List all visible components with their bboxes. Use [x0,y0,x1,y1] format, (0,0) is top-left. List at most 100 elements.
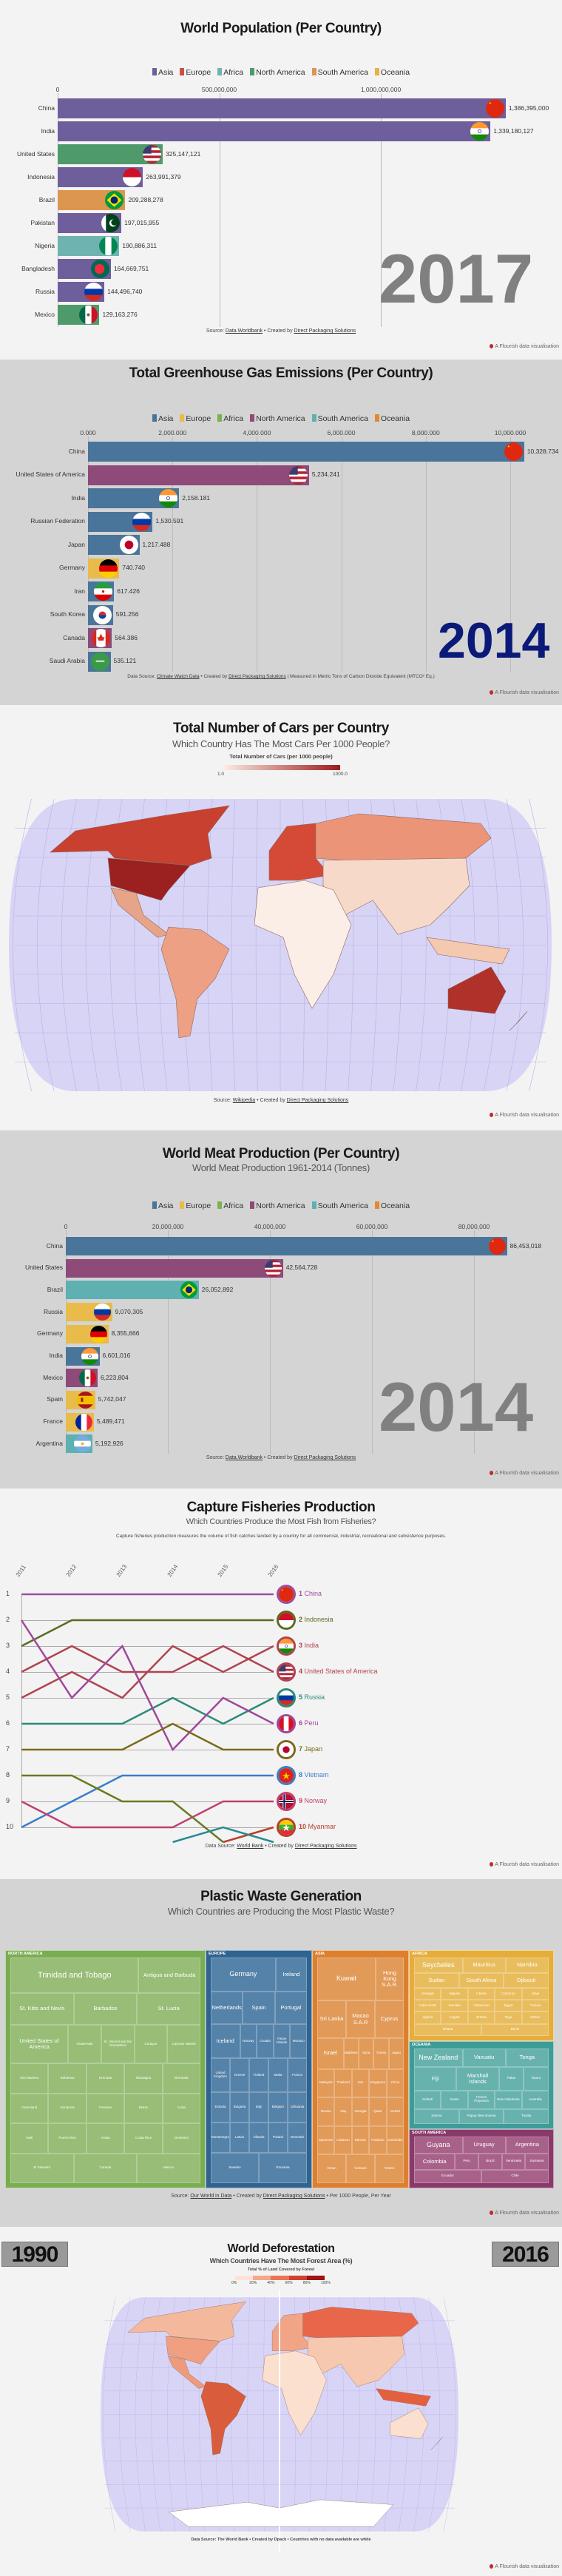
treemap-tile[interactable]: Iran [351,2068,370,2098]
treemap-tile[interactable]: Lithuania [288,2092,307,2122]
series-line-russia[interactable] [21,1696,274,1725]
creator-link[interactable]: Direct Packaging Solutions [294,1455,356,1460]
treemap-tile[interactable]: Greece [230,2058,249,2093]
treemap-tile[interactable]: China [386,2068,404,2098]
treemap-tile[interactable]: Maldives [343,2037,359,2069]
flourish-credit[interactable]: A Flourish data visualisation [490,1862,559,1867]
series-end-label[interactable]: 6 Peru [299,1719,319,1727]
flourish-credit[interactable]: A Flourish data visualisation [490,344,559,349]
treemap-tile[interactable]: Oman [317,2154,346,2183]
legend-item-north-america[interactable]: North America [250,68,305,77]
region-australia[interactable] [390,2407,429,2439]
series-line-norway[interactable] [21,1800,274,1829]
treemap-tile[interactable]: St. Vincent and the Grenadines [101,2025,135,2064]
treemap-tile[interactable]: Greenland [10,2093,49,2124]
treemap-tile[interactable]: Malaysia [317,2068,335,2098]
treemap-tile[interactable]: Denmark [288,2122,307,2153]
treemap-tile[interactable]: Turkey [373,2037,389,2069]
treemap-tile[interactable]: Ecuador [414,2169,481,2183]
treemap-tile[interactable]: Cambodia [386,2125,404,2155]
creator-link[interactable]: Direct Packaging Solutions [286,1098,349,1103]
treemap-tile[interactable]: Peru [455,2154,478,2170]
bar-india[interactable] [58,121,491,141]
treemap-tile[interactable]: Gabon [521,2012,549,2024]
treemap-tile[interactable]: Italy [249,2092,268,2122]
legend-item-europe[interactable]: Europe [180,68,211,77]
treemap-tile[interactable]: Barbados [73,1992,138,2026]
legend-item-europe[interactable]: Europe [180,1201,211,1210]
treemap-tile[interactable]: Norway [240,2024,257,2059]
treemap-tile[interactable]: Ireland [275,1958,307,1992]
treemap-tile[interactable]: Portugal [274,1991,307,2025]
treemap-tile[interactable]: Monaco [290,2024,308,2059]
treemap-tile[interactable]: Nicaragua [124,2063,163,2094]
treemap-tile[interactable]: Montenegro [211,2122,230,2153]
region-europe[interactable] [268,823,331,881]
legend-item-europe[interactable]: Europe [180,414,211,423]
treemap-tile[interactable]: Antigua and Barbuda [138,1958,201,1993]
treemap-tile[interactable]: St. Lucia [137,1992,201,2026]
treemap-tile[interactable]: Angola [441,2012,468,2024]
treemap-tile[interactable]: Myanmar [317,2125,335,2155]
comparison-slider-handle[interactable] [279,2290,280,2552]
bar-united-states-of-america[interactable] [88,465,309,485]
treemap-tile[interactable]: Libya [521,1987,549,2000]
source-link[interactable]: Wikipedia [232,1098,256,1103]
region-asia[interactable]: ASIA Kuwait Hong Kong S.A.R. Sri Lanka Macao… [312,1950,409,2188]
series-end-label[interactable]: 7 Japan [299,1745,322,1753]
treemap-tile[interactable]: Finland [249,2058,268,2093]
flourish-credit[interactable]: A Flourish data visualisation [490,2211,559,2216]
treemap-tile[interactable]: Croatia [257,2024,274,2059]
series-end-label[interactable]: 8 Vietnam [299,1771,328,1778]
series-line-peru[interactable] [20,1619,274,1752]
treemap-tile[interactable]: Venezuela [501,2154,526,2170]
region-new-zealand[interactable] [430,2437,443,2450]
legend-item-asia[interactable]: Asia [152,68,173,77]
treemap-tile[interactable]: Algeria [414,2012,441,2024]
treemap-tile[interactable]: Haiti [10,2123,49,2154]
treemap-tile[interactable]: Cyprus [375,2000,404,2038]
source-link[interactable]: Data.Worldbank [225,328,263,334]
treemap-tile[interactable]: Chile [481,2169,549,2183]
treemap-tile[interactable]: Palau [498,2067,524,2091]
treemap-tile[interactable]: Eritrea [467,2012,495,2024]
treemap-tile[interactable]: Macao S.A.R [346,2000,375,2038]
treemap-tile[interactable]: El Salvador [10,2153,74,2183]
region-africa[interactable] [262,2350,327,2436]
treemap-tile[interactable]: Egypt [495,2000,522,2012]
treemap-tile[interactable]: Panama [86,2093,125,2124]
bar-united-states[interactable] [66,1258,283,1278]
treemap-tile[interactable]: Belgium [268,2092,288,2122]
treemap-tile[interactable]: Cuba [162,2093,201,2124]
treemap-tile[interactable]: Bahrain [351,2125,370,2155]
treemap-tile[interactable]: Vanuatu [462,2049,506,2068]
legend-item-north-america[interactable]: North America [250,414,305,423]
treemap-tile[interactable]: Guatemala [68,2025,101,2064]
treemap-tile[interactable]: Trinidad and Tobago [10,1958,139,1993]
region-south-america[interactable] [160,926,230,1039]
treemap-tile[interactable]: Kuwait [317,1958,376,2001]
treemap-tile[interactable]: Cayman Islands [167,2025,200,2064]
treemap-tile[interactable]: Fiji [414,2067,457,2091]
region-africa[interactable]: AFRICA Seychelles Mauritius Namibia Sudan Sou… [409,1950,554,2041]
series-end-label[interactable]: 2 Indonesia [299,1616,334,1623]
treemap-tile[interactable]: Somalia [441,2000,468,2012]
treemap-tile[interactable]: Guam [441,2090,468,2109]
treemap-tile[interactable]: Tuvalu [504,2108,549,2124]
treemap-tile[interactable]: France [288,2058,307,2093]
legend-item-asia[interactable]: Asia [152,1201,173,1210]
region-north-america[interactable]: NORTH AMERICA Trinidad and Tobago Antigua … [5,1950,206,2188]
treemap-tile[interactable]: Samoa [414,2108,459,2124]
treemap-tile[interactable]: Estonia [211,2092,230,2122]
series-line-united-states-of-america[interactable] [21,1645,274,1673]
treemap-tile[interactable]: Lebanon [334,2125,352,2155]
treemap-tile[interactable]: Nauru [524,2067,549,2091]
series-end-label[interactable]: 4 United States of America [299,1668,378,1675]
source-link[interactable]: Climate Watch Data [157,674,200,679]
source-link[interactable]: World Bank [237,1844,264,1849]
creator-link[interactable]: Direct Packaging Solutions [294,328,356,334]
treemap-tile[interactable]: Russia [317,2097,335,2126]
treemap-tile[interactable]: Iceland [211,2024,240,2059]
bar-brazil[interactable] [66,1281,199,1300]
region-russia[interactable] [315,813,492,861]
